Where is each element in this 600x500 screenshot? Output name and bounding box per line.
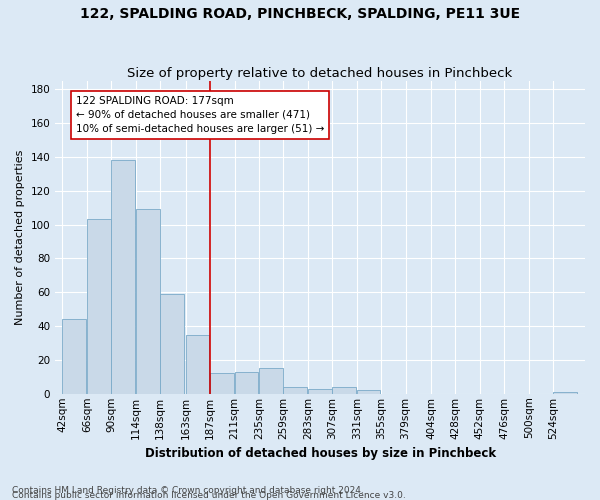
Bar [87, 220, 110, 394]
Bar [136, 210, 160, 394]
Bar [210, 374, 234, 394]
Text: 122, SPALDING ROAD, PINCHBECK, SPALDING, PE11 3UE: 122, SPALDING ROAD, PINCHBECK, SPALDING,… [80, 8, 520, 22]
Y-axis label: Number of detached properties: Number of detached properties [15, 150, 25, 325]
Bar [283, 387, 307, 394]
Title: Size of property relative to detached houses in Pinchbeck: Size of property relative to detached ho… [127, 66, 513, 80]
Bar [308, 388, 332, 394]
Bar [62, 320, 86, 394]
Bar [112, 160, 135, 394]
Bar [160, 294, 184, 394]
Bar [357, 390, 380, 394]
Bar [332, 387, 356, 394]
Text: 122 SPALDING ROAD: 177sqm
← 90% of detached houses are smaller (471)
10% of semi: 122 SPALDING ROAD: 177sqm ← 90% of detac… [76, 96, 324, 134]
Bar [235, 372, 258, 394]
Text: Contains public sector information licensed under the Open Government Licence v3: Contains public sector information licen… [12, 490, 406, 500]
X-axis label: Distribution of detached houses by size in Pinchbeck: Distribution of detached houses by size … [145, 447, 496, 460]
Bar [185, 334, 209, 394]
Bar [259, 368, 283, 394]
Text: Contains HM Land Registry data © Crown copyright and database right 2024.: Contains HM Land Registry data © Crown c… [12, 486, 364, 495]
Bar [553, 392, 577, 394]
